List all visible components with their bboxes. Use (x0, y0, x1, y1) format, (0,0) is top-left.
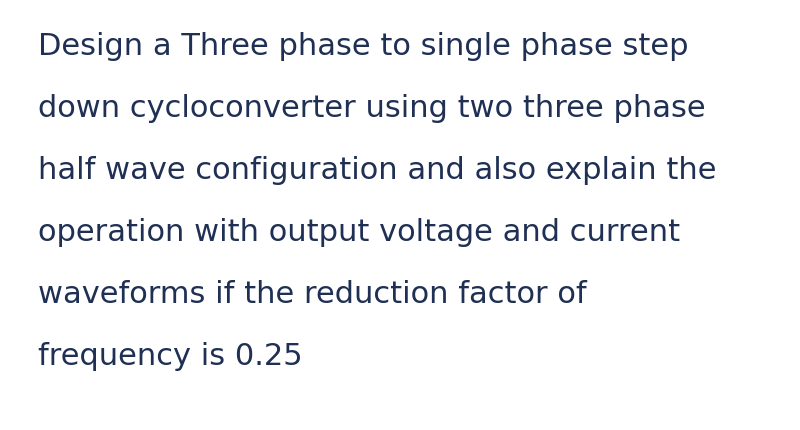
Text: down cycloconverter using two three phase: down cycloconverter using two three phas… (38, 94, 706, 123)
Text: half wave configuration and also explain the: half wave configuration and also explain… (38, 156, 717, 184)
Text: waveforms if the reduction factor of: waveforms if the reduction factor of (38, 280, 586, 308)
Text: frequency is 0.25: frequency is 0.25 (38, 341, 302, 370)
Text: operation with output voltage and current: operation with output voltage and curren… (38, 218, 680, 246)
Text: Design a Three phase to single phase step: Design a Three phase to single phase ste… (38, 32, 689, 61)
